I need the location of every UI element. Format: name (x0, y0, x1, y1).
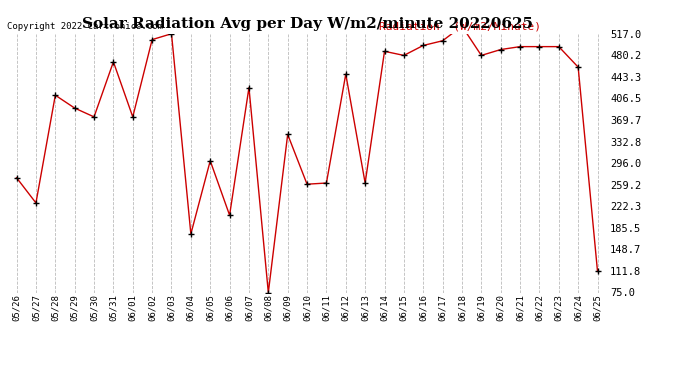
Text: Radiation  (W/m2/Minute): Radiation (W/m2/Minute) (379, 21, 541, 31)
Text: Copyright 2022 Cartronics.com: Copyright 2022 Cartronics.com (7, 22, 163, 31)
Title: Solar Radiation Avg per Day W/m2/minute 20220625: Solar Radiation Avg per Day W/m2/minute … (81, 17, 533, 31)
